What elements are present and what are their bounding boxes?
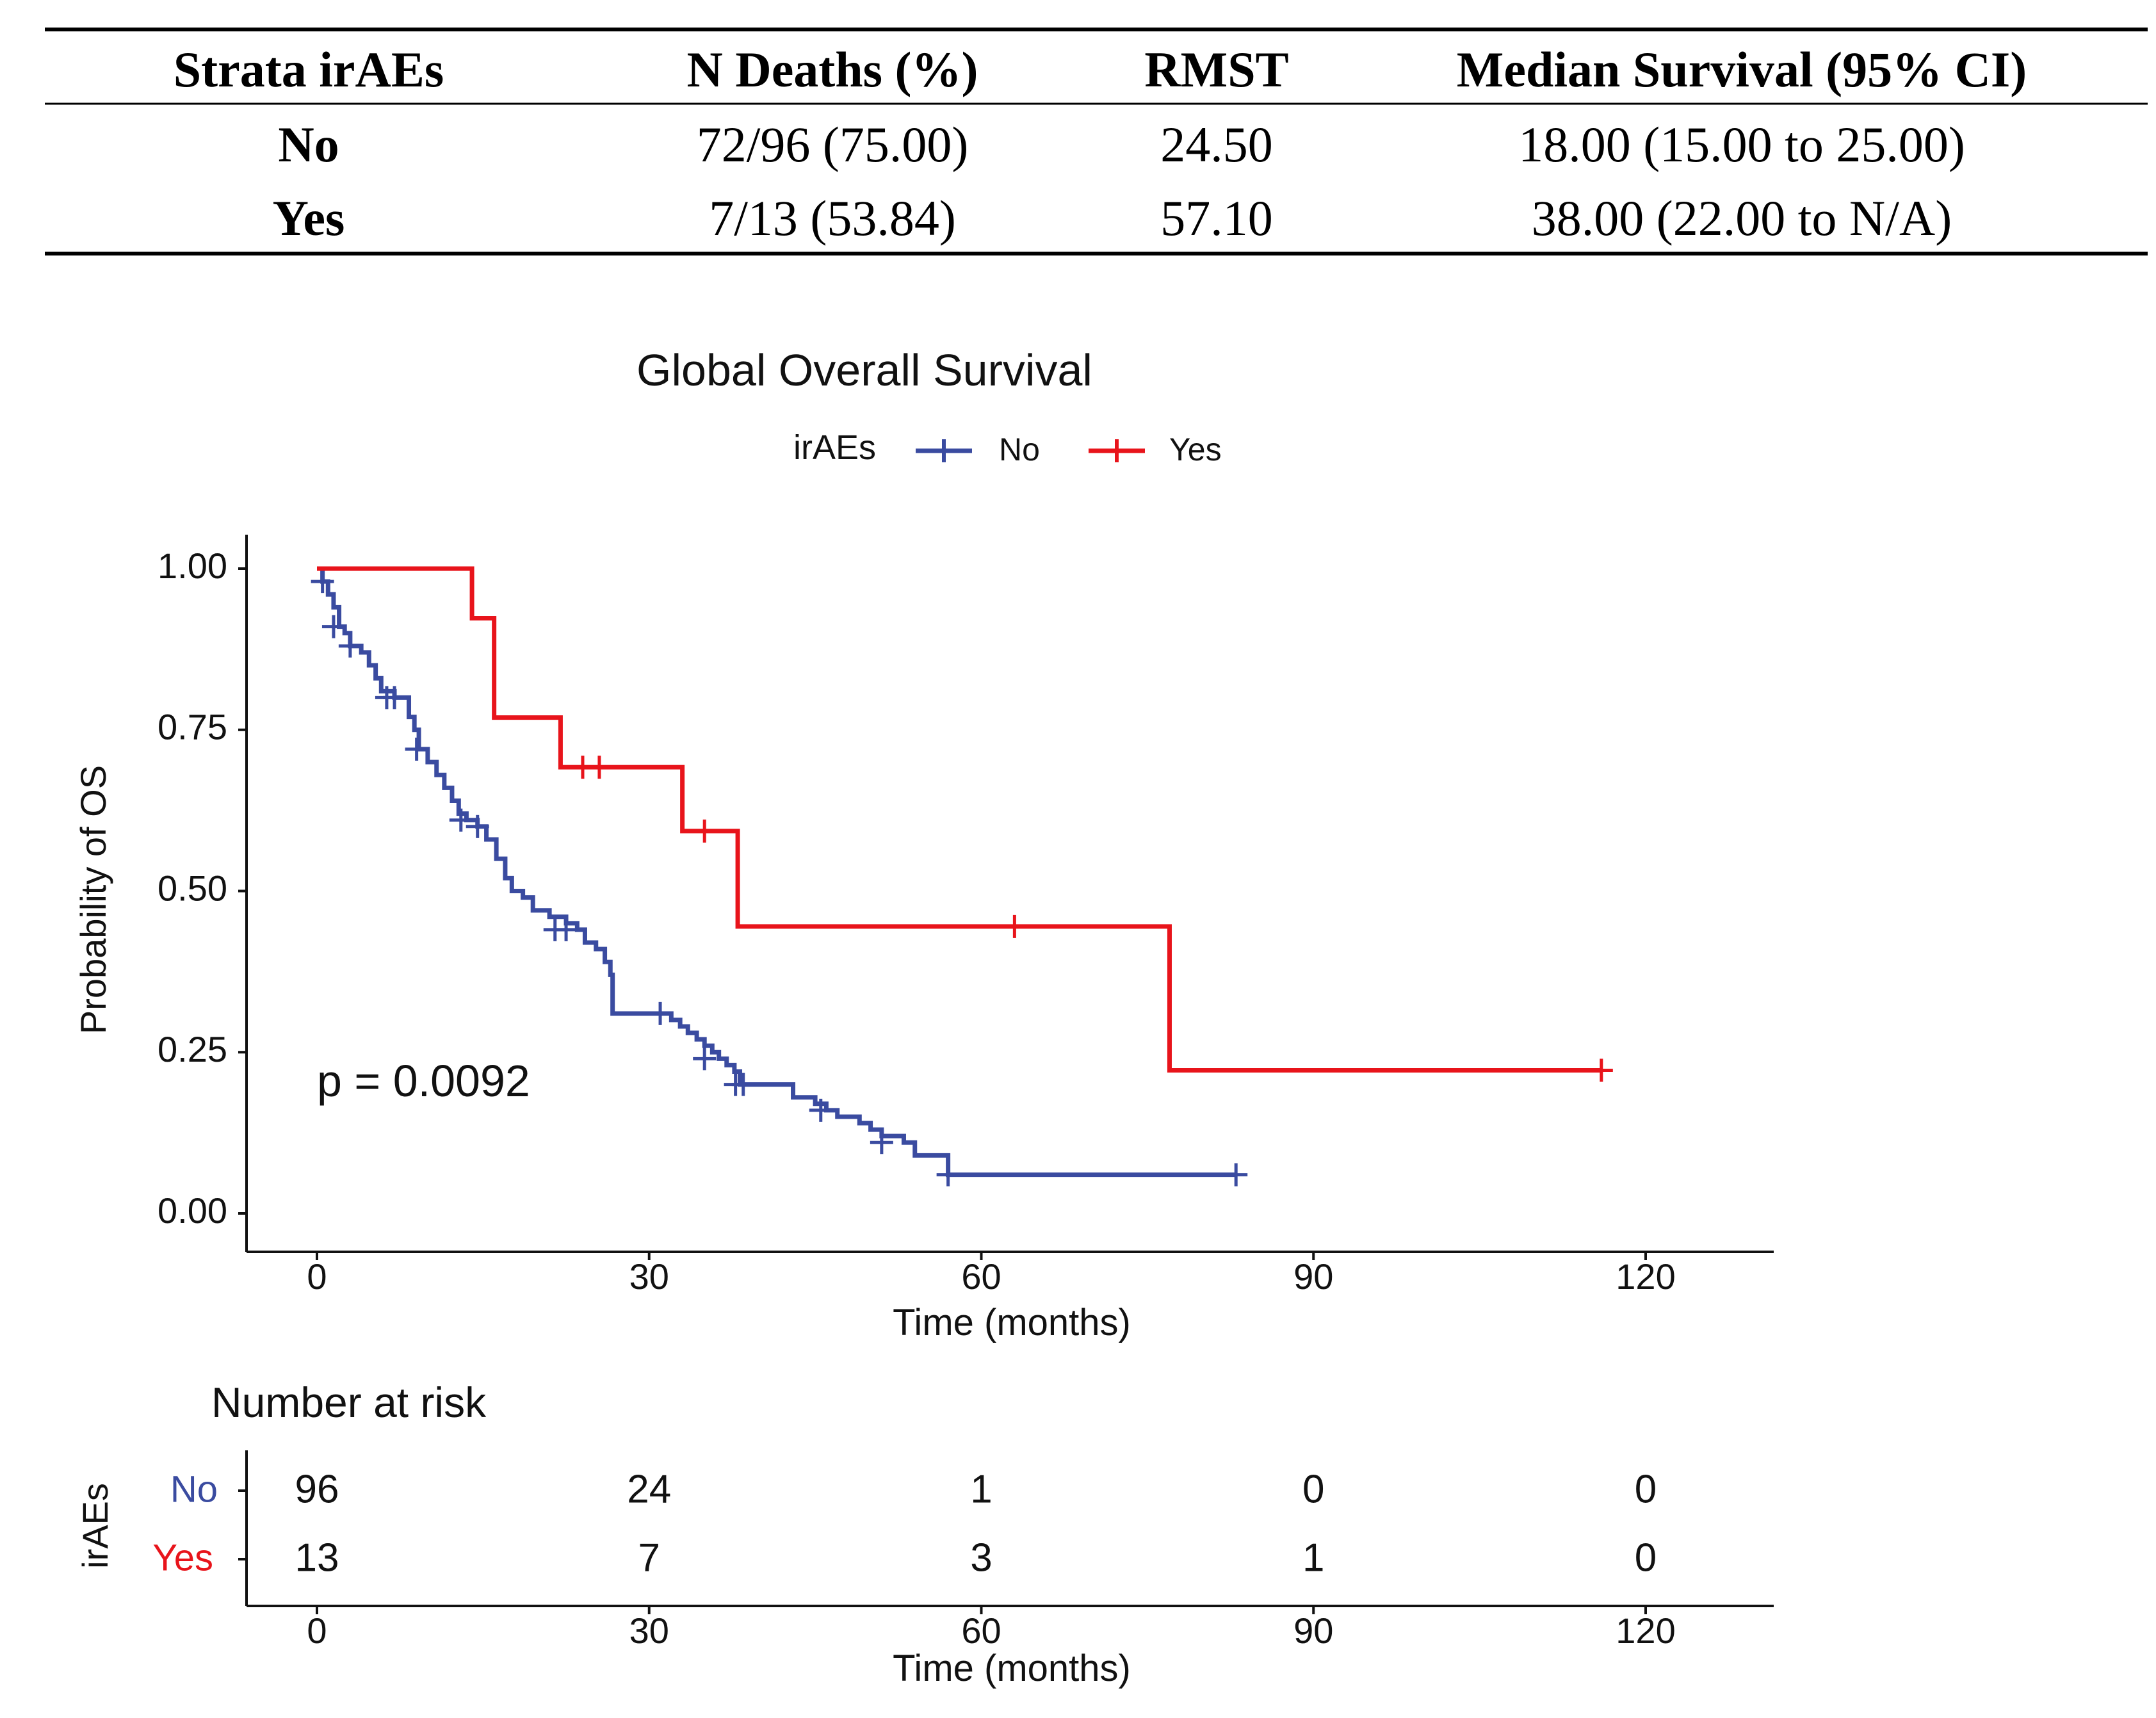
y-tick-label: 1.00 xyxy=(158,546,227,586)
x-tick-label: 60 xyxy=(961,1256,1001,1297)
censor-mark-yes xyxy=(1003,914,1026,938)
km-curve-no xyxy=(317,566,1236,1178)
x-tick-label: 30 xyxy=(629,1256,669,1297)
row-yes-rmst: 57.10 xyxy=(1160,190,1273,246)
y-tick-label: 0.50 xyxy=(158,868,227,908)
risk-value-no: 24 xyxy=(627,1467,671,1511)
legend: irAEs No Yes xyxy=(793,428,1222,467)
censor-mark-no xyxy=(449,808,473,832)
risk-value-no: 1 xyxy=(970,1467,992,1511)
censor-mark-no xyxy=(870,1131,893,1155)
risk-row-label-yes: Yes xyxy=(152,1537,213,1578)
row-yes-median: 38.00 (22.00 to N/A) xyxy=(1532,190,1952,246)
risk-value-yes: 0 xyxy=(1635,1536,1657,1580)
legend-title: irAEs xyxy=(793,428,876,467)
risk-value-yes: 13 xyxy=(295,1536,339,1580)
legend-key-yes xyxy=(1089,439,1145,462)
risk-values: 96 24 1 0 0 13 7 3 1 0 xyxy=(295,1467,1657,1580)
censor-mark-no xyxy=(338,634,362,658)
km-curves xyxy=(311,566,1613,1187)
censor-mark-no xyxy=(321,615,345,638)
legend-key-no xyxy=(916,439,972,462)
x-tick-label: 30 xyxy=(629,1610,669,1651)
x-tick-label: 120 xyxy=(1616,1256,1675,1297)
risk-x-ticks: 0 30 60 90 120 xyxy=(307,1606,1676,1651)
censor-mark-no xyxy=(809,1098,832,1122)
x-tick-label: 60 xyxy=(961,1610,1001,1651)
censor-mark-no xyxy=(649,1001,672,1025)
x-tick-label: 120 xyxy=(1616,1610,1675,1651)
risk-value-yes: 1 xyxy=(1302,1536,1324,1580)
risk-row-label-no: No xyxy=(170,1468,218,1510)
y-tick-label: 0.75 xyxy=(158,707,227,747)
header-median: Median Survival (95% CI) xyxy=(1457,42,2027,97)
row-no-rmst: 24.50 xyxy=(1160,117,1273,172)
x-axis-label: Time (months) xyxy=(893,1302,1131,1343)
censor-mark-yes xyxy=(1589,1058,1613,1082)
chart-title: Global Overall Survival xyxy=(636,345,1092,395)
y-tick-label: 0.25 xyxy=(158,1029,227,1069)
censor-mark-yes xyxy=(587,756,611,779)
censor-mark-no xyxy=(1224,1163,1248,1187)
row-yes-deaths: 7/13 (53.84) xyxy=(709,190,956,246)
row-no-median: 18.00 (15.00 to 25.00) xyxy=(1518,117,1965,172)
risk-table: Number at risk No Yes irAEs 96 24 1 0 0 13 7 3 1… xyxy=(75,1379,1774,1689)
censor-mark-no xyxy=(731,1073,755,1096)
km-curve-yes xyxy=(317,566,1601,1073)
x-ticks: 0 30 60 90 120 xyxy=(307,1252,1676,1297)
censor-mark-no xyxy=(311,570,334,594)
censor-mark-no xyxy=(555,918,578,941)
header-strata: Strata irAEs xyxy=(174,42,444,97)
survival-plot: 0.00 0.25 0.50 0.75 1.00 0 30 60 90 120 p = 0.00… xyxy=(73,535,1774,1343)
risk-value-no: 0 xyxy=(1635,1467,1657,1511)
x-tick-label: 0 xyxy=(307,1256,327,1297)
risk-value-no: 96 xyxy=(295,1467,339,1511)
header-deaths: N Deaths (%) xyxy=(687,42,978,97)
x-tick-label: 0 xyxy=(307,1610,327,1651)
risk-value-yes: 3 xyxy=(970,1536,992,1580)
censor-mark-no xyxy=(466,814,489,838)
summary-table: Strata irAEs N Deaths (%) RMST Median Su… xyxy=(45,28,2148,255)
risk-value-yes: 7 xyxy=(638,1536,660,1580)
row-no-deaths: 72/96 (75.00) xyxy=(697,117,969,172)
censor-mark-yes xyxy=(693,819,717,843)
y-axis-label: Probability of OS xyxy=(73,765,113,1034)
censor-mark-no xyxy=(936,1163,960,1187)
risk-y-axis-label: irAEs xyxy=(75,1483,115,1569)
p-value-annotation: p = 0.0092 xyxy=(317,1056,530,1106)
risk-table-title: Number at risk xyxy=(211,1379,487,1426)
x-tick-label: 90 xyxy=(1293,1256,1333,1297)
y-tick-label: 0.00 xyxy=(158,1190,227,1231)
x-tick-label: 90 xyxy=(1293,1610,1333,1651)
row-yes-strata: Yes xyxy=(273,190,345,246)
y-ticks: 0.00 0.25 0.50 0.75 1.00 xyxy=(158,546,247,1231)
censor-mark-no xyxy=(693,1047,717,1071)
legend-label-no: No xyxy=(999,432,1040,467)
legend-label-yes: Yes xyxy=(1169,432,1222,467)
header-rmst: RMST xyxy=(1144,42,1288,97)
censor-mark-no xyxy=(405,737,428,761)
censor-mark-no xyxy=(383,686,407,709)
row-no-strata: No xyxy=(278,117,339,172)
risk-x-axis-label: Time (months) xyxy=(893,1648,1131,1689)
risk-value-no: 0 xyxy=(1302,1467,1324,1511)
